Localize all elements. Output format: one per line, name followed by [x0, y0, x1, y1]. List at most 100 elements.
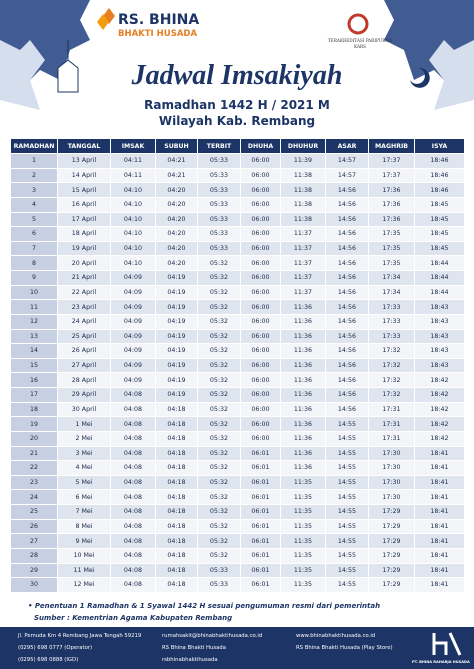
table-cell: 06:00: [240, 401, 281, 418]
table-cell: 11:36: [280, 387, 326, 403]
table-cell: 04:08: [110, 489, 156, 505]
table-cell: 5: [10, 211, 58, 228]
table-cell: 04:10: [110, 182, 156, 198]
table-cell: 06:00: [240, 167, 281, 184]
table-cell: 04:19: [155, 328, 198, 345]
table-cell: 17:35: [368, 240, 415, 257]
table-cell: 14:55: [325, 430, 369, 447]
table-cell: 04:18: [155, 416, 198, 432]
column-header: DHUHUR: [280, 138, 326, 154]
table-cell: 17:36: [368, 196, 415, 213]
table-cell: 06:01: [240, 460, 281, 476]
table-cell: 06:00: [240, 270, 281, 286]
table-cell: 04:20: [155, 211, 198, 228]
table-cell: 30 April: [57, 401, 111, 418]
table-cell: 05:33: [197, 211, 241, 228]
table-cell: 11:36: [280, 460, 326, 476]
phone: (0295) 698 0888 (IGD): [18, 657, 79, 663]
table-cell: 06:01: [240, 533, 281, 549]
column-header: TERBIT: [197, 138, 241, 154]
table-cell: 9: [10, 270, 58, 286]
table-cell: 11:35: [280, 547, 326, 564]
table-cell: 17:33: [368, 299, 415, 315]
table-cell: 3 Mei: [57, 445, 111, 462]
table-cell: 05:33: [197, 240, 241, 257]
table-cell: 04:11: [110, 153, 156, 169]
table-cell: 11:36: [280, 430, 326, 447]
table-cell: 06:01: [240, 562, 281, 579]
table-cell: 11:35: [280, 518, 326, 535]
table-cell: 11:37: [280, 270, 326, 286]
table-cell: 11:35: [280, 577, 326, 593]
table-cell: 14:56: [325, 343, 369, 359]
table-cell: 18:45: [414, 196, 465, 213]
table-cell: 17:33: [368, 313, 415, 330]
table-cell: 14:55: [325, 474, 369, 491]
table-cell: 05:32: [197, 299, 241, 315]
table-cell: 05:32: [197, 504, 241, 520]
table-cell: 7 Mei: [57, 504, 111, 520]
table-cell: 14:55: [325, 460, 369, 476]
table-cell: 06:00: [240, 211, 281, 228]
table-cell: 17:29: [368, 518, 415, 535]
table-cell: 8: [10, 255, 58, 271]
table-cell: 04:19: [155, 270, 198, 286]
table-cell: 14:56: [325, 401, 369, 418]
table-cell: 17:29: [368, 533, 415, 549]
table-cell: 04:18: [155, 445, 198, 462]
table-cell: 2 Mei: [57, 430, 111, 447]
table-cell: 18:44: [414, 284, 465, 301]
table-cell: 14:56: [325, 226, 369, 242]
table-cell: 18:43: [414, 299, 465, 315]
table-cell: 23 April: [57, 299, 111, 315]
table-cell: 18:41: [414, 533, 465, 549]
table-row: 23 5 Mei 04:08 04:18 05:32 06:01 11:35 14:55 17:…: [10, 474, 465, 491]
table-cell: 11:36: [280, 299, 326, 315]
table-cell: 17:32: [368, 387, 415, 403]
table-cell: 18:42: [414, 430, 465, 447]
table-cell: 18:45: [414, 226, 465, 242]
table-cell: 06:00: [240, 416, 281, 432]
table-cell: 04:08: [110, 416, 156, 432]
table-cell: 1: [10, 153, 58, 169]
table-cell: 14 April: [57, 167, 111, 184]
table-cell: 14:55: [325, 445, 369, 462]
table-row: 17 29 April 04:08 04:19 05:32 06:00 11:36 14:56…: [10, 387, 465, 403]
table-cell: 16 April: [57, 196, 111, 213]
table-cell: 15: [10, 357, 58, 374]
table-cell: 06:00: [240, 196, 281, 213]
decoration: [0, 0, 474, 110]
table-cell: 04:08: [110, 460, 156, 476]
table-cell: 04:10: [110, 240, 156, 257]
table-cell: 06:00: [240, 372, 281, 388]
table-cell: 14:56: [325, 211, 369, 228]
playstore: RS Bhina Bhakti Husada (Play Store): [296, 645, 393, 651]
table-row: 20 2 Mei 04:08 04:18 05:32 06:00 11:36 14:55 17:…: [10, 430, 465, 447]
table-cell: 17:29: [368, 547, 415, 564]
table-cell: 06:00: [240, 313, 281, 330]
table-row: 26 8 Mei 04:08 04:18 05:32 06:01 11:35 14:55 17:…: [10, 518, 465, 535]
table-cell: 06:00: [240, 255, 281, 271]
table-cell: 04:20: [155, 240, 198, 257]
table-cell: 17:30: [368, 460, 415, 476]
table-cell: 17:33: [368, 328, 415, 345]
table-cell: 05:32: [197, 445, 241, 462]
email: rumahsakit@bhinabhaktihusada.co.id: [162, 633, 263, 639]
column-header: TANGGAL: [57, 138, 111, 154]
column-header: IMSAK: [110, 138, 156, 154]
table-cell: 04:11: [110, 167, 156, 184]
table-cell: 04:20: [155, 182, 198, 198]
table-cell: 04:19: [155, 357, 198, 374]
table-cell: 27 April: [57, 357, 111, 374]
table-cell: 14: [10, 343, 58, 359]
table-cell: 06:00: [240, 343, 281, 359]
table-cell: 5 Mei: [57, 474, 111, 491]
subtitle: Ramadhan 1442 H / 2021 M: [144, 98, 330, 112]
table-cell: 27: [10, 533, 58, 549]
table-cell: 04:08: [110, 562, 156, 579]
table-cell: 18:45: [414, 211, 465, 228]
table-cell: 6: [10, 226, 58, 242]
table-row: 7 19 April 04:10 04:20 05:33 06:00 11:37 14:56 1…: [10, 240, 465, 257]
table-cell: 05:32: [197, 255, 241, 271]
